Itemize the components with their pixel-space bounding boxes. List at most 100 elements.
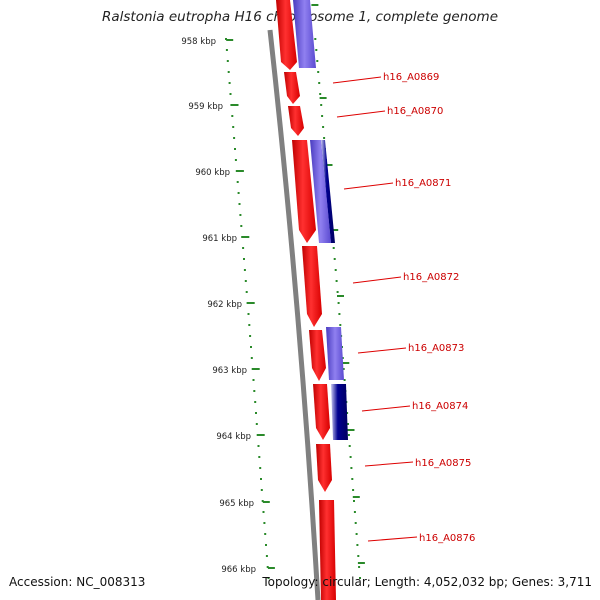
scale-dot: [260, 489, 263, 491]
leader-line: [364, 461, 414, 467]
scale-dot: [255, 412, 257, 414]
scale-dot: [226, 60, 229, 62]
feature-block: [321, 140, 335, 243]
scale-dot: [264, 533, 267, 535]
scale-dot: [227, 71, 230, 73]
scale-label: 961 kbp: [202, 234, 237, 244]
scale-dot: [232, 126, 235, 128]
gene-label: h16_A0872: [403, 272, 459, 283]
gene-label: h16_A0875: [415, 458, 471, 469]
scale-dot: [352, 489, 355, 491]
feature-block: [293, 0, 316, 68]
gene-arrow: [319, 500, 336, 600]
accession-text: Accession: NC_008313: [9, 575, 146, 589]
scale-dot: [260, 478, 262, 480]
scale-dot: [261, 500, 264, 502]
feature-block: [310, 140, 331, 243]
scale-dot: [353, 511, 356, 513]
scale-dot: [337, 302, 340, 304]
scale-dot: [262, 511, 265, 513]
gene-arrow: [316, 444, 332, 492]
scale-dot: [351, 478, 354, 480]
scale-dot: [236, 181, 239, 183]
feature-block: [326, 327, 344, 380]
scale-dot: [342, 368, 345, 370]
scale-label: 965 kbp: [219, 499, 254, 509]
gene-labels: h16_A0869 h16_A0870 h16_A0871 h16_A0872 …: [383, 72, 475, 544]
scale-dot: [243, 269, 246, 271]
scale-labels: 958 kbp 959 kbp 960 kbp 961 kbp 962 kbp …: [181, 37, 256, 575]
scale-dot: [355, 533, 358, 535]
gene-label: h16_A0871: [395, 178, 451, 189]
scale-dot: [322, 126, 325, 128]
scale-label: 962 kbp: [207, 300, 242, 310]
scale-dot: [335, 280, 338, 282]
scale-dot: [333, 258, 336, 260]
gene-label: h16_A0869: [383, 72, 439, 83]
scale-dot: [240, 225, 243, 227]
scale-dot: [320, 104, 323, 106]
scale-dot: [249, 335, 252, 337]
scale-dot: [347, 423, 349, 425]
leader-line: [361, 405, 411, 412]
scale-label: 963 kbp: [212, 366, 247, 376]
scale-label: 964 kbp: [216, 432, 251, 442]
scale-dot: [315, 49, 318, 51]
feature-block: [331, 384, 348, 440]
scale-label: 966 kbp: [221, 565, 256, 575]
scale-dot: [242, 247, 245, 249]
scale-dot: [231, 115, 234, 117]
scale-dot: [348, 445, 351, 447]
scale-dot: [266, 566, 269, 568]
scale-dot: [359, 577, 361, 579]
scale-dot: [252, 379, 255, 381]
gene-track: [276, 0, 336, 600]
scale-dot: [259, 467, 262, 469]
scale-dot: [238, 203, 241, 205]
scale-dot: [353, 500, 355, 502]
scale-dot: [255, 423, 258, 425]
scale-dot: [234, 148, 236, 150]
label-leaders: [332, 76, 418, 542]
leader-line: [332, 76, 382, 84]
scale-dot: [336, 291, 339, 293]
scale-dot: [357, 555, 360, 557]
scale-dot: [316, 60, 319, 62]
scale-dot: [247, 313, 250, 315]
chromosome-backbone: [267, 29, 321, 600]
scale-label: 959 kbp: [188, 102, 223, 112]
scale-dot: [314, 38, 317, 40]
scale-dot: [332, 247, 335, 249]
scale-dot: [350, 467, 353, 469]
scale-dot: [358, 566, 361, 568]
scale-dot: [246, 302, 249, 304]
scale-dot: [229, 93, 232, 95]
scale-dot: [341, 357, 344, 359]
leader-line: [343, 182, 394, 190]
gene-arrow: [284, 72, 300, 104]
scale-dot: [338, 313, 341, 315]
scale-label: 960 kbp: [195, 168, 230, 178]
gene-arrow: [288, 106, 304, 136]
scale-dot: [235, 170, 238, 172]
gene-label: h16_A0873: [408, 343, 464, 354]
scale-dot: [317, 71, 320, 73]
scale-dot: [250, 357, 253, 359]
gene-arrow: [292, 140, 316, 243]
scale-dot: [346, 412, 349, 414]
scale-dot: [230, 104, 233, 106]
scale-dot: [253, 390, 256, 392]
gene-arrow: [309, 330, 326, 381]
scale-dot: [248, 324, 251, 326]
scale-label: 958 kbp: [181, 37, 216, 47]
scale-dot: [356, 544, 359, 546]
scale-dot: [234, 159, 237, 161]
leader-line: [367, 536, 418, 542]
gene-arrow: [276, 0, 297, 70]
gene-label: h16_A0874: [412, 401, 468, 412]
scale-dot: [265, 544, 267, 546]
scale-dot: [263, 522, 266, 524]
scale-dot: [349, 456, 352, 458]
